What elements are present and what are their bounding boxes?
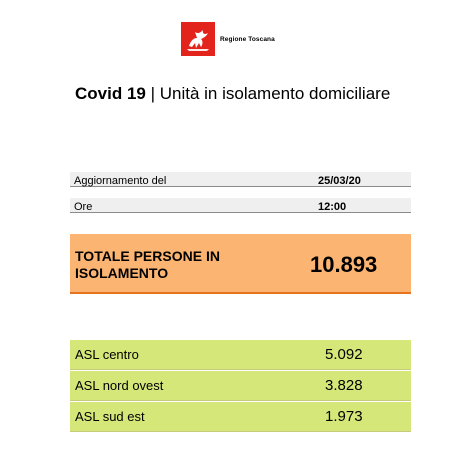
page-title: Covid 19 | Unità in isolamento domicilia… xyxy=(75,84,390,104)
logo-text: Regione Toscana xyxy=(220,35,275,43)
asl-label: ASL centro xyxy=(75,347,139,362)
asl-label: ASL sud est xyxy=(75,409,145,424)
asl-row: ASL nord ovest 3.828 xyxy=(70,371,411,401)
asl-value: 1.973 xyxy=(325,408,363,425)
asl-row: ASL sud est 1.973 xyxy=(70,402,411,432)
update-label: Aggiornamento del xyxy=(74,175,167,187)
pegasus-logo-icon xyxy=(181,22,215,56)
asl-row: ASL centro 5.092 xyxy=(70,340,411,370)
time-row: Ore 12:00 xyxy=(70,198,411,213)
update-row: Aggiornamento del 25/03/20 xyxy=(70,172,411,187)
time-value: 12:00 xyxy=(318,201,347,213)
asl-value: 5.092 xyxy=(325,346,363,363)
total-box: TOTALE PERSONE IN ISOLAMENTO 10.893 xyxy=(70,234,411,294)
asl-value: 3.828 xyxy=(325,377,363,394)
title-bold: Covid 19 xyxy=(75,84,146,103)
total-label: TOTALE PERSONE IN ISOLAMENTO xyxy=(75,248,220,281)
asl-label: ASL nord ovest xyxy=(75,378,164,393)
title-separator: | xyxy=(145,84,160,103)
update-value: 25/03/20 xyxy=(318,175,361,187)
time-label: Ore xyxy=(74,201,93,213)
region-logo: Regione Toscana xyxy=(181,22,275,56)
title-rest: Unità in isolamento domiciliare xyxy=(159,84,391,103)
total-value: 10.893 xyxy=(310,252,378,277)
